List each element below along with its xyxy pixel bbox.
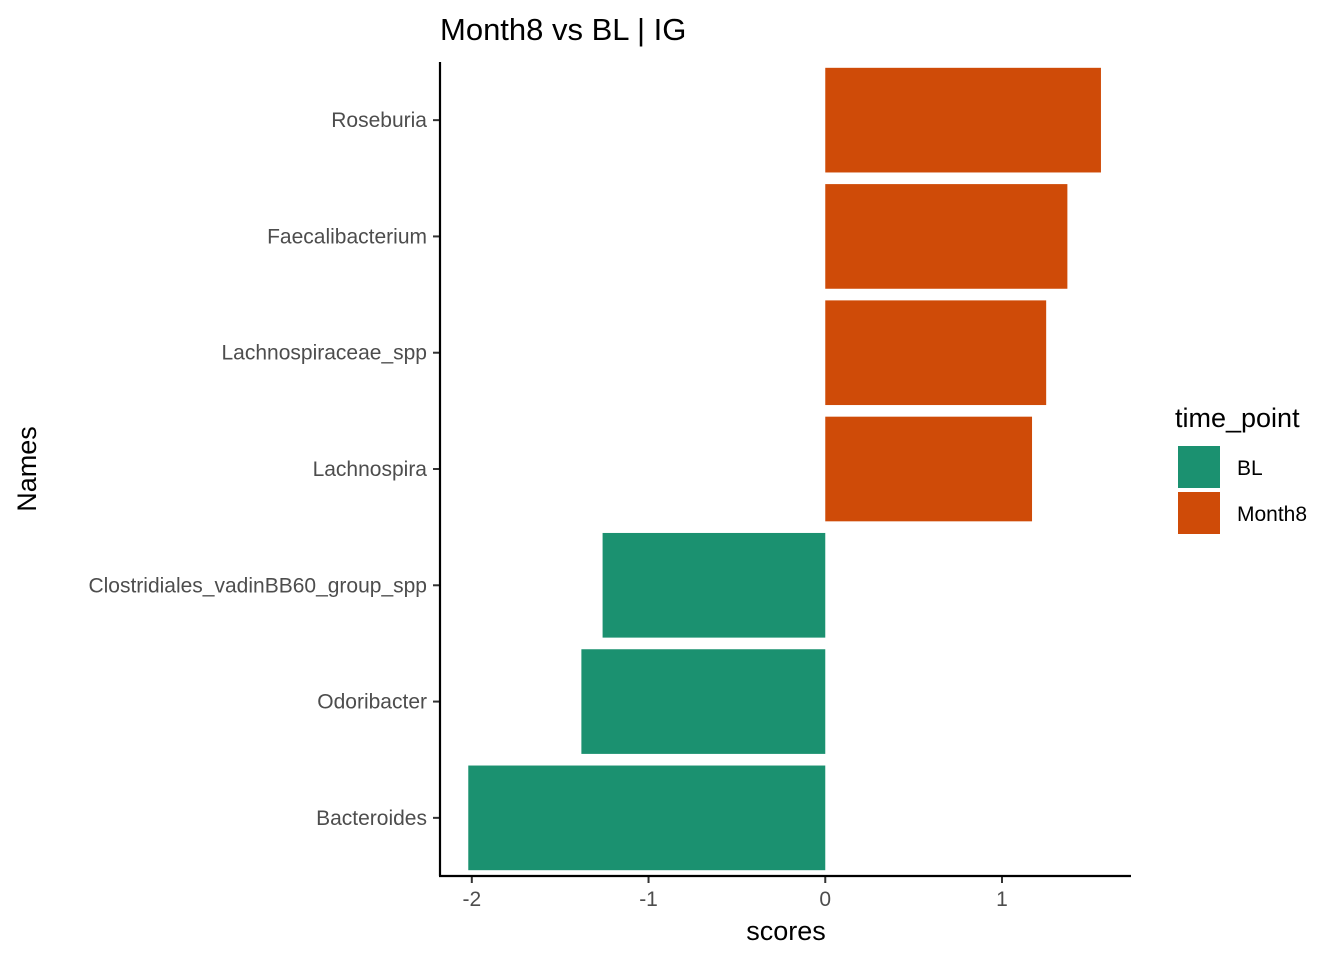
y-tick-label: Odoribacter [317,691,427,714]
bar-Odoribacter [581,649,826,754]
bar-Lachnospiraceae_spp [825,300,1047,406]
y-tick-label: Lachnospiraceae_spp [222,342,428,365]
bar-Lachnospira [825,416,1033,522]
y-axis-ticks: Roseburia Faecalibacterium Lachnospiraceae… [88,109,440,830]
x-tick-label: -2 [462,888,481,911]
y-tick-label: Lachnospira [313,458,428,481]
legend-entries: BL Month8 [1178,446,1307,534]
y-tick-label: Clostridiales_vadinBB60_group_spp [88,574,427,597]
legend-label: Month8 [1237,503,1307,526]
bar-Faecalibacterium [825,184,1068,289]
bar-Roseburia [825,67,1101,173]
x-tick-label: 1 [996,888,1008,911]
bars [468,67,1101,871]
y-tick-label: Faecalibacterium [267,225,427,248]
y-axis-title: Names [12,426,42,512]
legend-key-Month8 [1178,492,1220,534]
legend-key-BL [1178,446,1220,488]
bar-Bacteroides [468,765,826,871]
legend-title: time_point [1175,403,1300,433]
y-tick-label: Bacteroides [316,807,427,830]
x-tick-label: 0 [819,888,831,911]
y-tick-label: Roseburia [331,109,427,132]
x-axis-title: scores [746,916,826,946]
chart-title: Month8 vs BL | IG [440,12,686,47]
legend-label: BL [1237,457,1263,480]
x-tick-label: -1 [639,888,658,911]
x-axis-ticks: -2 -1 0 1 [462,876,1008,911]
legend: time_point BL Month8 [1175,403,1307,534]
bar-Clostridiales_vadinBB60_group_spp [602,532,826,638]
